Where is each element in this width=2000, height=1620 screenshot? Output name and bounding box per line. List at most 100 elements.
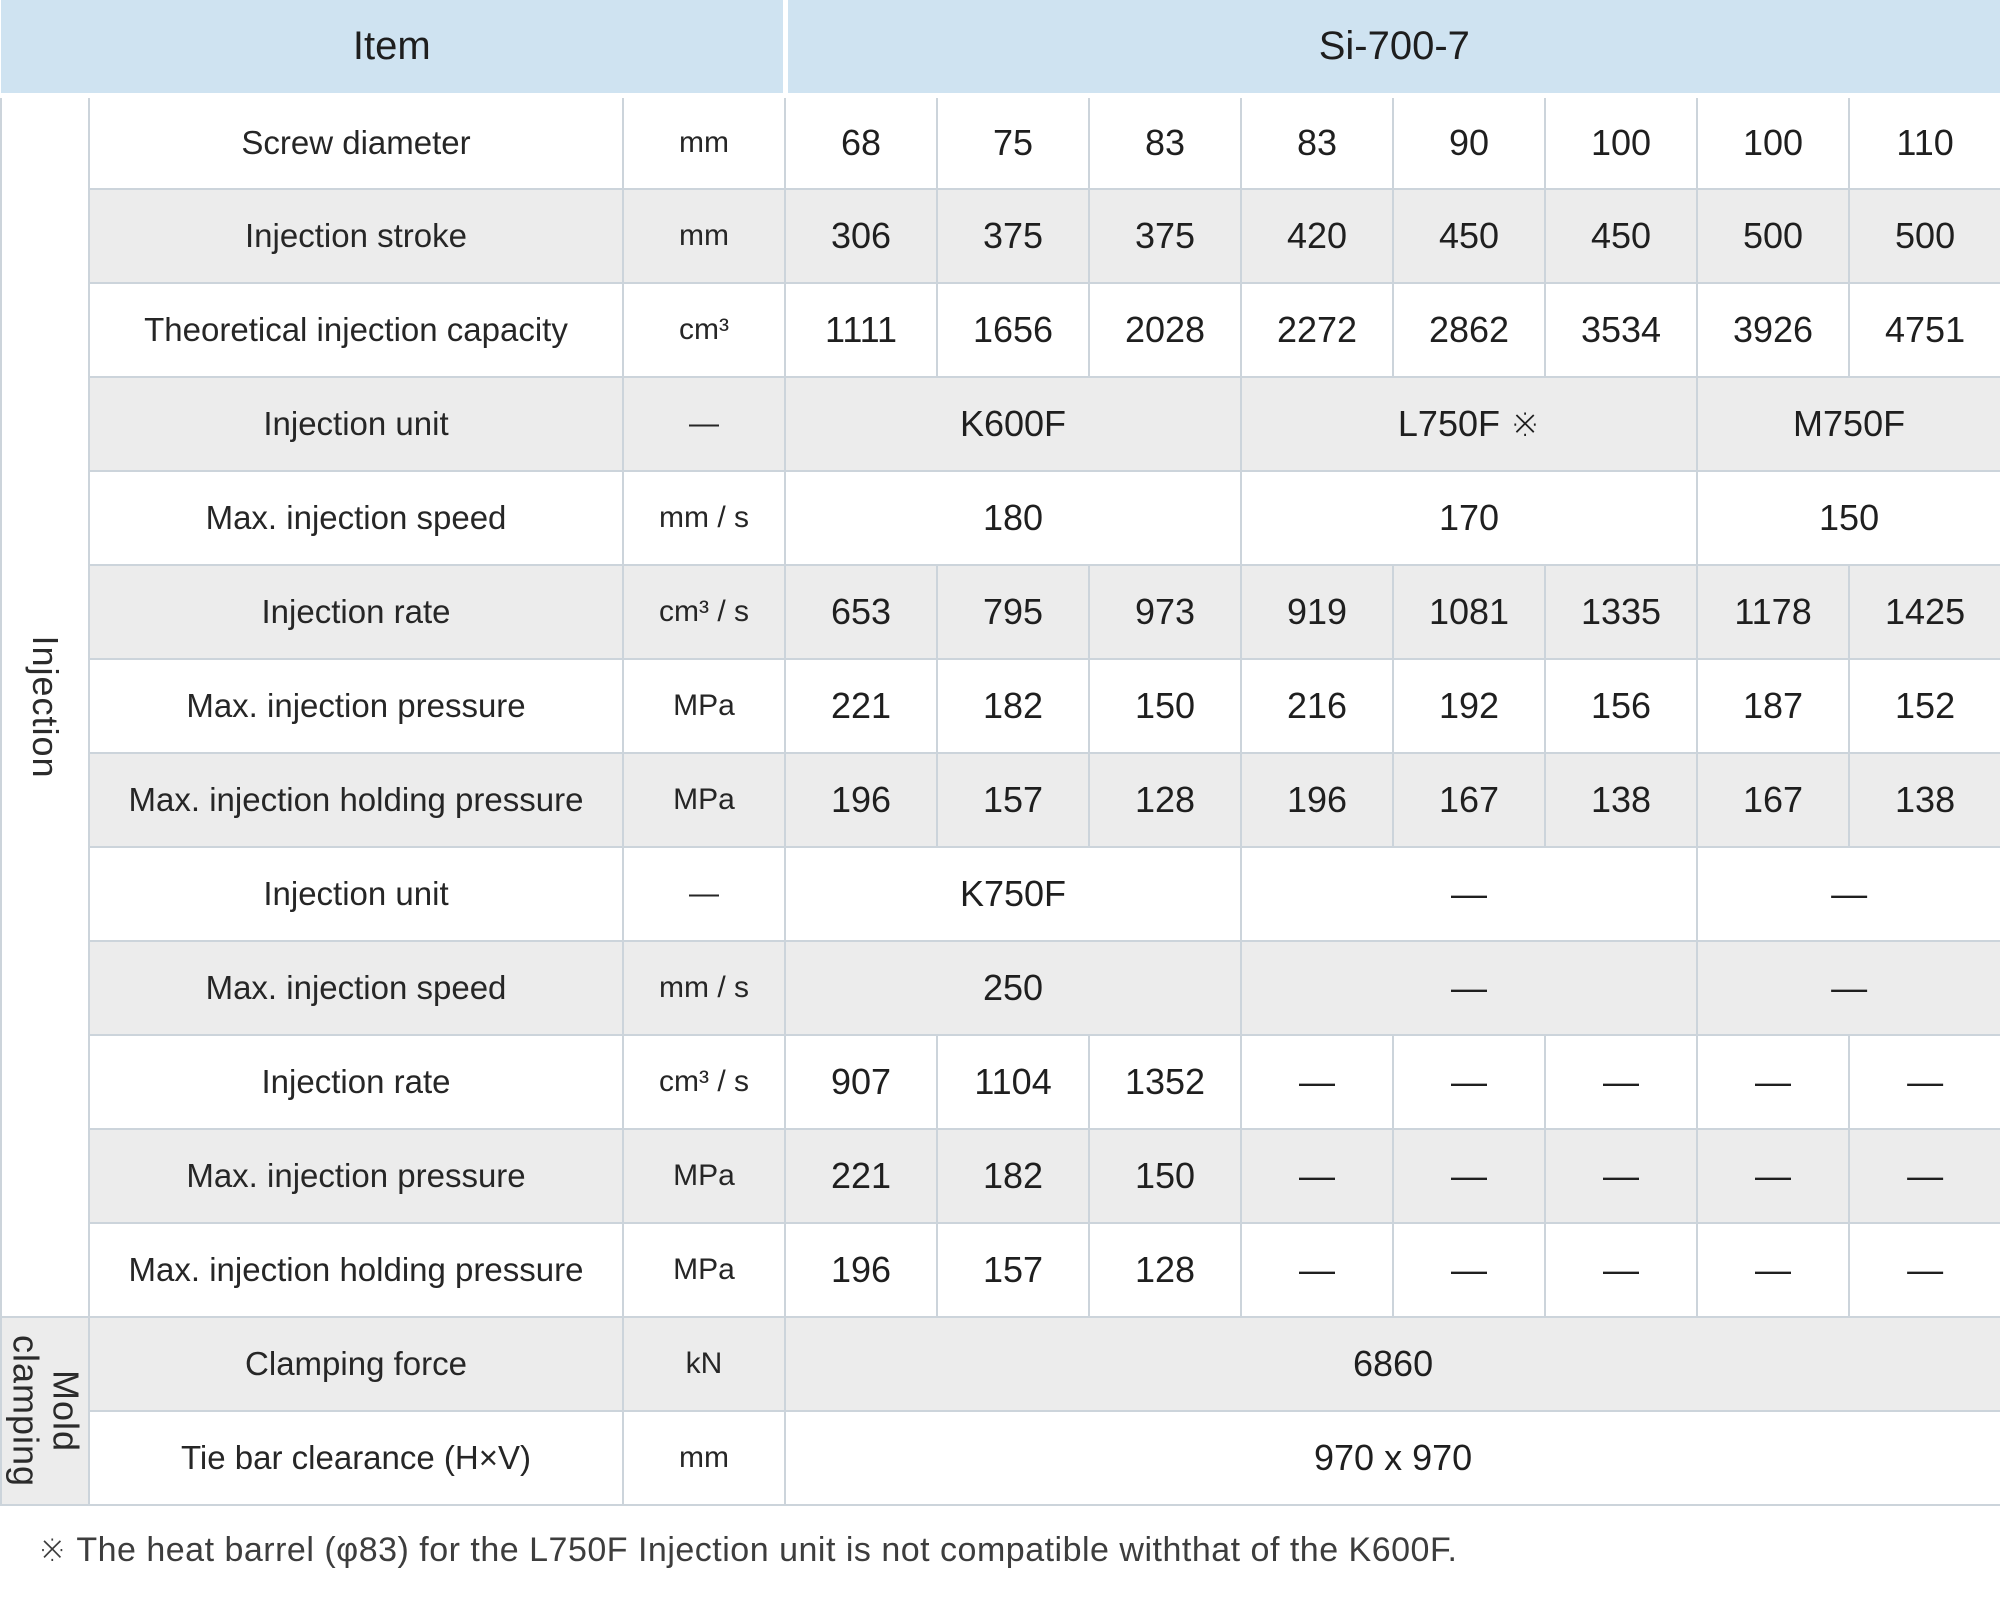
table-row: Theoretical injection capacity cm³ 1111 … [1,282,2000,378]
row-unit: cm³ / s [621,1034,787,1130]
row-label: Tie bar clearance (H×V) [88,1410,624,1506]
spec-cell: 450 [1544,188,1699,284]
spec-cell: 100 [1544,94,1699,190]
spec-cell: — [1848,1128,2000,1224]
spec-cell: — [1544,1128,1699,1224]
spec-cell: 3926 [1696,282,1851,378]
row-unit: mm / s [621,940,787,1036]
spec-cell: 1425 [1848,564,2000,660]
spec-cell: — [1696,846,2000,942]
table-row: Max. injection holding pressure MPa 196 … [1,1222,2000,1318]
spec-cell: 196 [784,1222,939,1318]
spec-cell: 192 [1392,658,1547,754]
spec-cell: 970 x 970 [784,1410,2000,1506]
spec-cell: — [1240,940,1699,1036]
row-unit: cm³ / s [621,564,787,660]
spec-cell: 138 [1848,752,2000,848]
spec-cell: 90 [1392,94,1547,190]
spec-cell: — [1544,1034,1699,1130]
table-row: Injection rate cm³ / s 653 795 973 919 1… [1,564,2000,660]
spec-cell: — [1392,1222,1547,1318]
spec-cell: 1104 [936,1034,1091,1130]
spec-cell: 150 [1088,658,1243,754]
spec-cell: 919 [1240,564,1395,660]
spec-cell: — [1848,1222,2000,1318]
spec-cell: 1111 [784,282,939,378]
group-label-injection: Injection [25,635,66,779]
spec-cell: 128 [1088,752,1243,848]
row-unit: mm [621,94,787,190]
spec-cell: — [1696,940,2000,1036]
footnote: ※ The heat barrel (φ83) for the L750F In… [38,1531,1458,1569]
header-row: Item Si-700-7 [1,0,2000,98]
spec-cell: 170 [1240,470,1699,566]
spec-cell: 128 [1088,1222,1243,1318]
spec-cell: — [1240,1128,1395,1224]
spec-cell: 1352 [1088,1034,1243,1130]
row-unit: mm [621,188,787,284]
row-label: Injection rate [88,564,624,660]
table-header-model: Si-700-7 [785,0,2000,98]
row-label: Max. injection speed [88,470,624,566]
spec-cell: — [1544,1222,1699,1318]
row-label: Injection unit [88,376,624,472]
row-unit: MPa [621,658,787,754]
row-label: Max. injection holding pressure [88,752,624,848]
spec-cell: 2272 [1240,282,1395,378]
spec-cell: — [1240,1222,1395,1318]
spec-cell: K750F [784,846,1243,942]
row-label: Screw diameter [88,94,624,190]
spec-cell: 2028 [1088,282,1243,378]
spec-cell: 182 [936,1128,1091,1224]
spec-cell: M750F [1696,376,2000,472]
spec-cell: 653 [784,564,939,660]
row-unit: MPa [621,1128,787,1224]
spec-cell: 100 [1696,94,1851,190]
spec-cell: 221 [784,658,939,754]
table-row: Max. injection speed mm / s 250 — — [1,940,2000,1036]
spec-cell: — [1696,1034,1851,1130]
spec-cell: 167 [1696,752,1851,848]
spec-cell: — [1848,1034,2000,1130]
spec-cell: — [1392,1128,1547,1224]
row-unit: mm / s [621,470,787,566]
spec-cell: 138 [1544,752,1699,848]
spec-cell: 157 [936,1222,1091,1318]
table-row: Injection stroke mm 306 375 375 420 450 … [1,188,2000,284]
spec-cell: 6860 [784,1316,2000,1412]
spec-cell: 216 [1240,658,1395,754]
spec-cell: 182 [936,658,1091,754]
group-cell-mold-clamping: Mold clamping [0,1316,90,1506]
table-row: Injection unit — K600F L750F ※ M750F [1,376,2000,472]
spec-cell: 187 [1696,658,1851,754]
row-label: Injection rate [88,1034,624,1130]
table-header-item: Item [1,0,788,98]
spec-cell: — [1696,1222,1851,1318]
spec-cell: — [1240,846,1699,942]
spec-cell: — [1240,1034,1395,1130]
spec-cell: 157 [936,752,1091,848]
spec-cell: — [1392,1034,1547,1130]
table-row: Mold clamping Clamping force kN 6860 [0,1316,2000,1506]
row-unit: MPa [621,1222,787,1318]
spec-cell: 973 [1088,564,1243,660]
spec-cell: 221 [784,1128,939,1224]
row-label: Injection unit [88,846,624,942]
spec-cell: 4751 [1848,282,2000,378]
spec-cell: 795 [936,564,1091,660]
group-label-mold-clamping: Mold clamping [5,1334,87,1488]
row-label: Max. injection pressure [88,1128,624,1224]
spec-table: Item Si-700-7 Injection Screw diameter m… [0,0,2000,1506]
row-unit: mm [621,1410,787,1506]
table-row: Injection rate cm³ / s 907 1104 1352 — —… [1,1034,2000,1130]
table-row: Max. injection pressure MPa 221 182 150 … [1,658,2000,754]
spec-cell: 75 [936,94,1091,190]
spec-cell: 907 [784,1034,939,1130]
spec-cell: 196 [784,752,939,848]
table-row: Injection unit — K750F — — [1,846,2000,942]
table-row: Tie bar clearance (H×V) mm 970 x 970 [1,1410,2000,1506]
table-row: Injection Screw diameter mm 68 75 83 83 … [0,94,2000,1318]
row-unit: — [621,846,787,942]
spec-cell: 1178 [1696,564,1851,660]
